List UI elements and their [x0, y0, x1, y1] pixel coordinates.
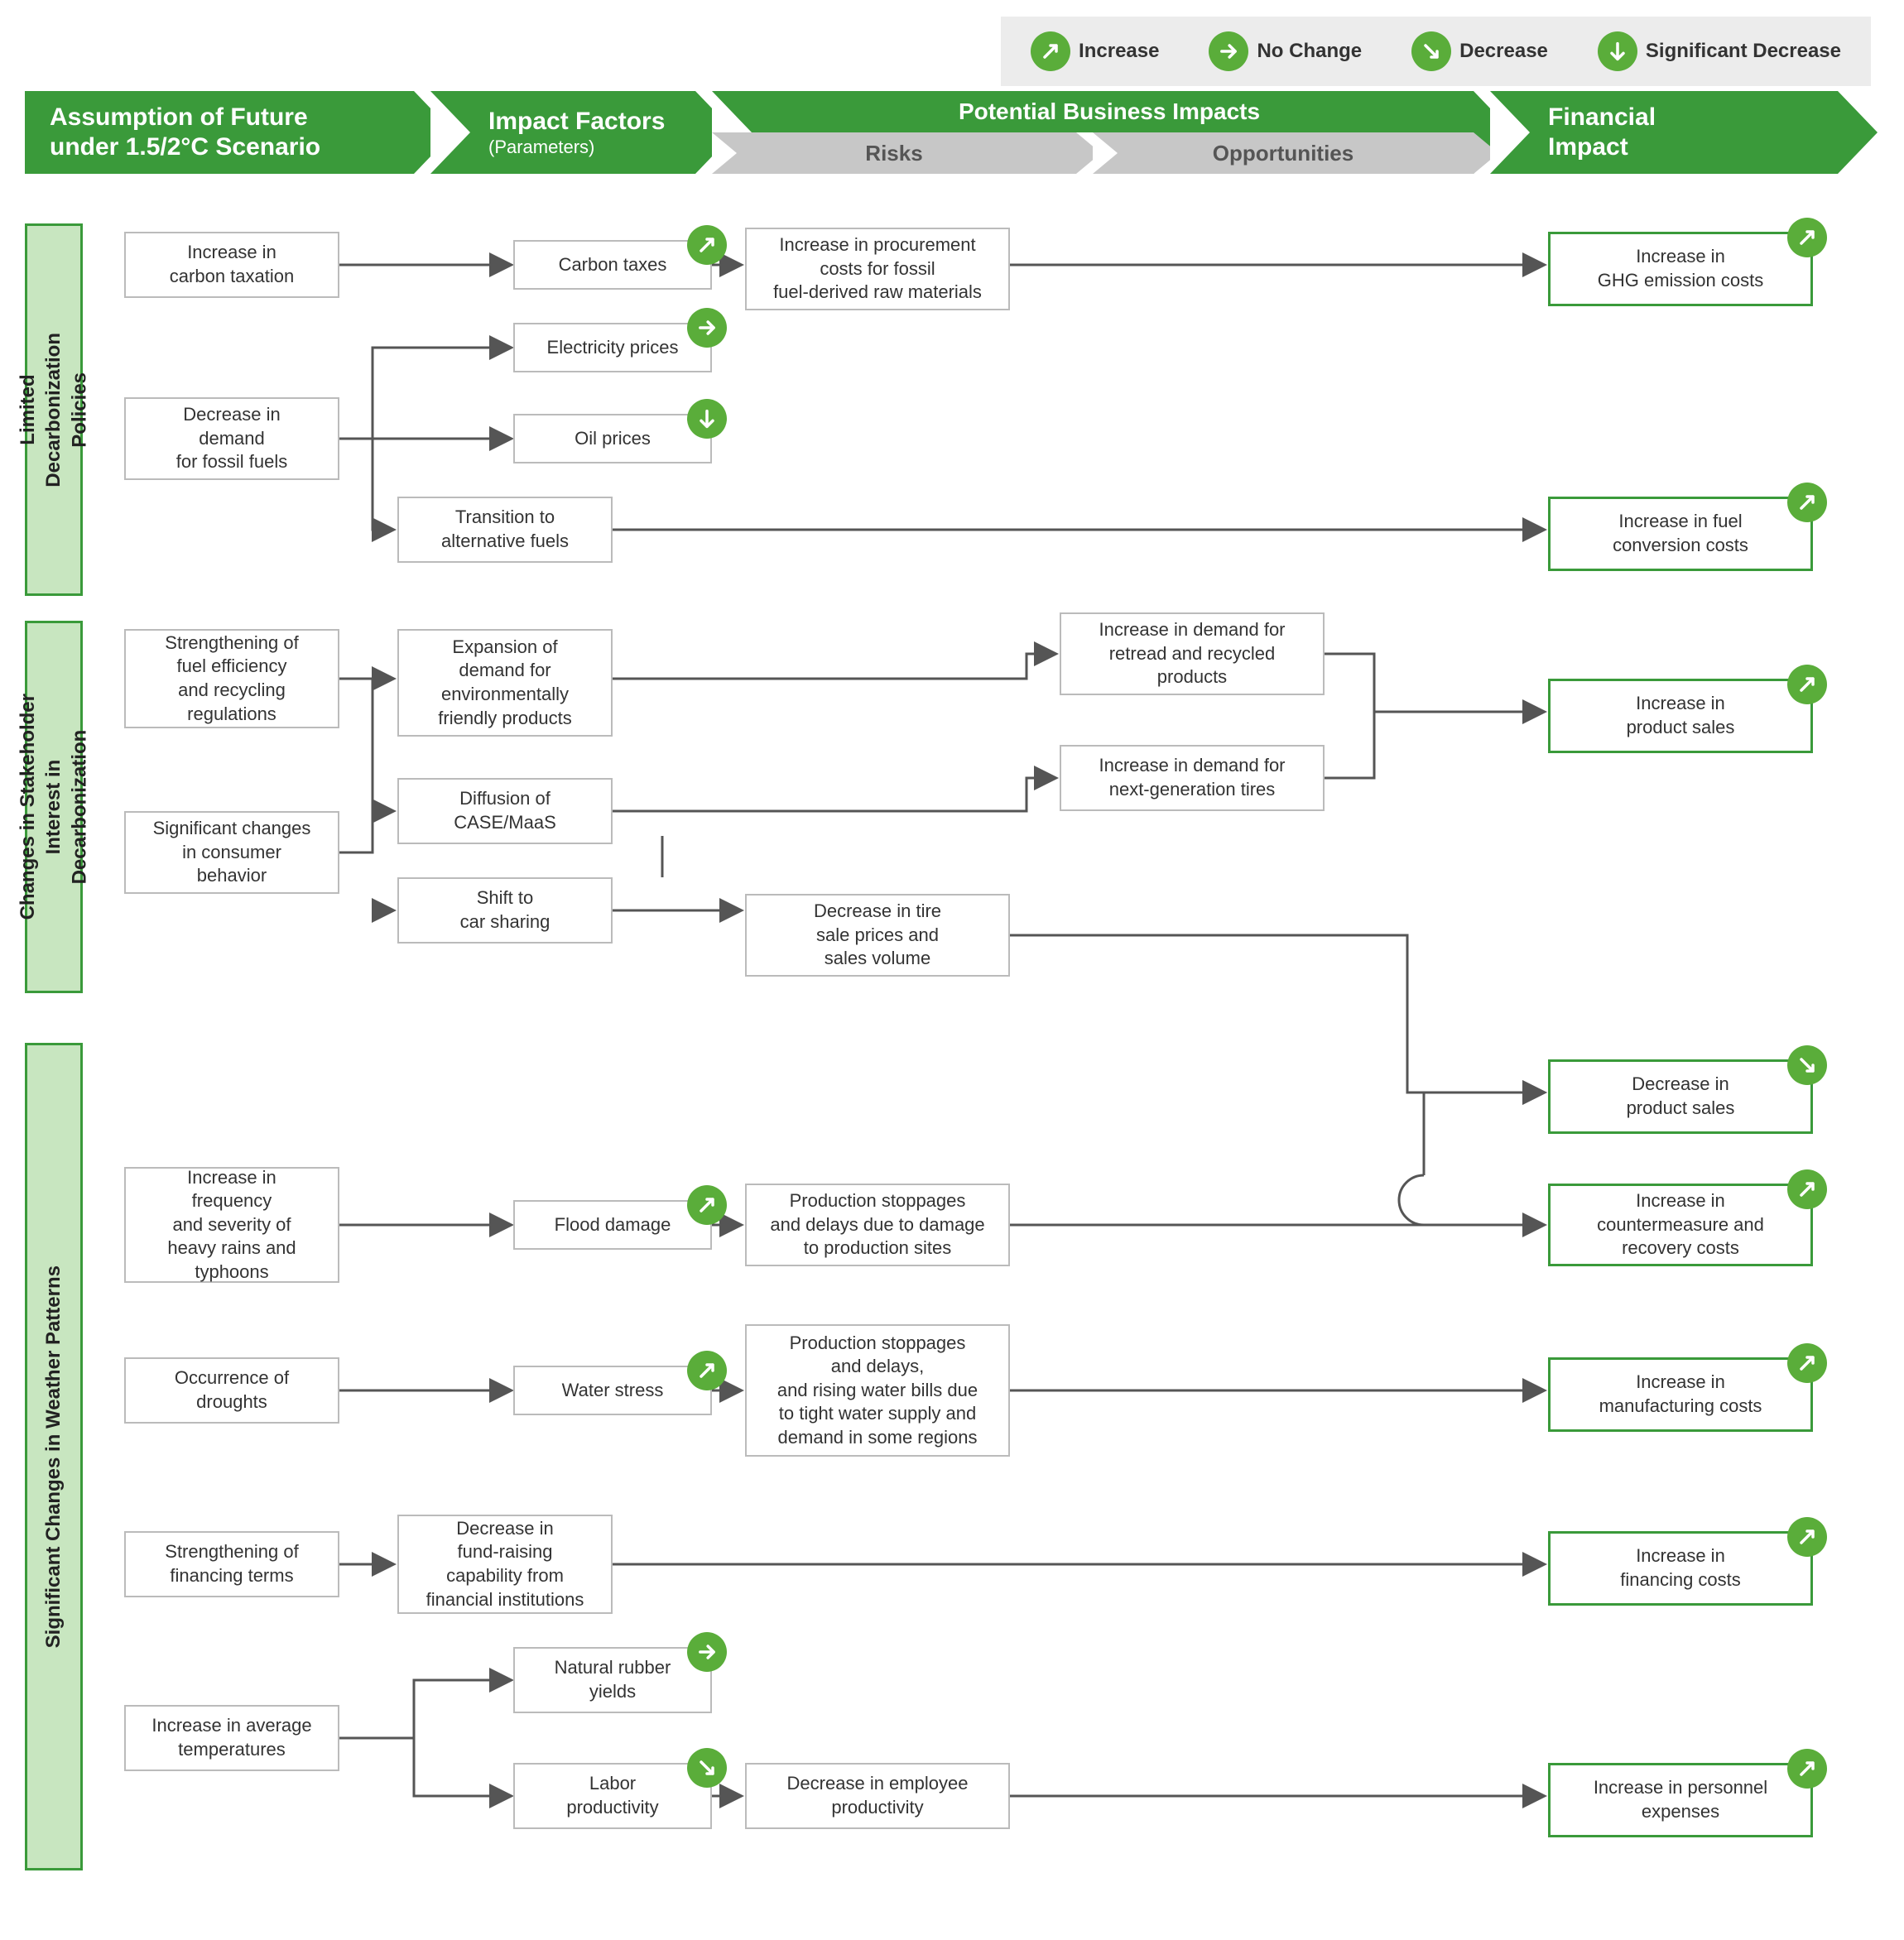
section-tab-2: Changes in StakeholderInterest inDecarbo…	[25, 621, 83, 993]
node-o1: Increase in demand forretread and recycl…	[1060, 612, 1325, 695]
section-tab-3: Significant Changes in Weather Patterns	[25, 1043, 83, 1870]
diagram-root: Increase No Change Decrease Significant …	[0, 0, 1904, 1940]
node-b5: Expansion ofdemand forenvironmentallyfri…	[397, 629, 613, 737]
sigdecrease-icon	[1598, 31, 1637, 71]
node-a6: Occurrence ofdroughts	[124, 1357, 339, 1424]
node-b8: Flood damage	[513, 1200, 712, 1250]
legend-decrease-label: Decrease	[1459, 40, 1548, 63]
node-b3: Oil prices	[513, 414, 712, 463]
legend-increase: Increase	[1031, 31, 1159, 71]
trend-icon	[1787, 1517, 1827, 1557]
node-r1: Increase in procurementcosts for fossilf…	[745, 228, 1010, 310]
node-r5: Decrease in employeeproductivity	[745, 1763, 1010, 1829]
decrease-icon	[1411, 31, 1451, 71]
trend-icon	[687, 1748, 727, 1788]
node-r3: Production stoppagesand delays due to da…	[745, 1184, 1010, 1266]
trend-icon	[687, 1632, 727, 1672]
node-f5: Increase incountermeasure andrecovery co…	[1548, 1184, 1813, 1266]
node-o2: Increase in demand fornext-generation ti…	[1060, 745, 1325, 811]
node-a7: Strengthening offinancing terms	[124, 1531, 339, 1597]
nochange-icon	[1209, 31, 1248, 71]
legend-decrease: Decrease	[1411, 31, 1548, 71]
increase-icon	[1031, 31, 1070, 71]
node-f4: Decrease inproduct sales	[1548, 1059, 1813, 1134]
trend-icon	[1787, 1343, 1827, 1383]
trend-icon	[687, 1351, 727, 1390]
trend-icon	[1787, 665, 1827, 704]
node-b4: Transition toalternative fuels	[397, 497, 613, 563]
hdr-potential: Potential Business Impacts	[770, 98, 1449, 126]
trend-icon	[687, 308, 727, 348]
header-row: Assumption of Futureunder 1.5/2°C Scenar…	[0, 91, 1904, 182]
node-b12: Laborproductivity	[513, 1763, 712, 1829]
node-a5: Increase infrequencyand severity ofheavy…	[124, 1167, 339, 1283]
node-f3: Increase inproduct sales	[1548, 679, 1813, 753]
legend-increase-label: Increase	[1079, 40, 1159, 63]
node-a3: Strengthening offuel efficiencyand recyc…	[124, 629, 339, 728]
trend-icon	[687, 1185, 727, 1225]
node-b7: Shift tocar sharing	[397, 877, 613, 944]
trend-icon	[1787, 1749, 1827, 1789]
legend-sigdecrease: Significant Decrease	[1598, 31, 1841, 71]
node-a4: Significant changesin consumerbehavior	[124, 811, 339, 894]
trend-icon	[1787, 218, 1827, 257]
trend-icon	[687, 225, 727, 265]
node-b9: Water stress	[513, 1366, 712, 1415]
trend-icon	[1787, 483, 1827, 522]
node-f2: Increase in fuelconversion costs	[1548, 497, 1813, 571]
hdr-assumption: Assumption of Futureunder 1.5/2°C Scenar…	[50, 103, 389, 162]
node-b2: Electricity prices	[513, 323, 712, 372]
hdr-opportunities: Opportunities	[1093, 132, 1474, 174]
section-tab-1: LimitedDecarbonizationPolicies	[25, 223, 83, 596]
node-a1: Increase incarbon taxation	[124, 232, 339, 298]
node-f8: Increase in personnelexpenses	[1548, 1763, 1813, 1837]
node-r2: Decrease in tiresale prices andsales vol…	[745, 894, 1010, 977]
node-b10: Decrease infund-raisingcapability fromfi…	[397, 1515, 613, 1614]
hdr-risks: Risks	[712, 132, 1076, 174]
hdr-impact-factors: Impact Factors	[488, 107, 671, 137]
trend-icon	[687, 399, 727, 439]
node-f1: Increase inGHG emission costs	[1548, 232, 1813, 306]
node-a8: Increase in averagetemperatures	[124, 1705, 339, 1771]
legend-sigdecrease-label: Significant Decrease	[1646, 40, 1841, 63]
hdr-impact-factors-sub: (Parameters)	[488, 137, 671, 158]
node-f6: Increase inmanufacturing costs	[1548, 1357, 1813, 1432]
hdr-financial: FinancialImpact	[1548, 103, 1813, 162]
trend-icon	[1787, 1169, 1827, 1209]
node-f7: Increase infinancing costs	[1548, 1531, 1813, 1606]
trend-icon	[1787, 1045, 1827, 1085]
node-r4: Production stoppagesand delays,and risin…	[745, 1324, 1010, 1457]
legend-nochange-label: No Change	[1257, 40, 1362, 63]
node-b1: Carbon taxes	[513, 240, 712, 290]
node-a2: Decrease indemandfor fossil fuels	[124, 397, 339, 480]
legend: Increase No Change Decrease Significant …	[1001, 17, 1871, 86]
node-b11: Natural rubberyields	[513, 1647, 712, 1713]
legend-nochange: No Change	[1209, 31, 1362, 71]
node-b6: Diffusion ofCASE/MaaS	[397, 778, 613, 844]
